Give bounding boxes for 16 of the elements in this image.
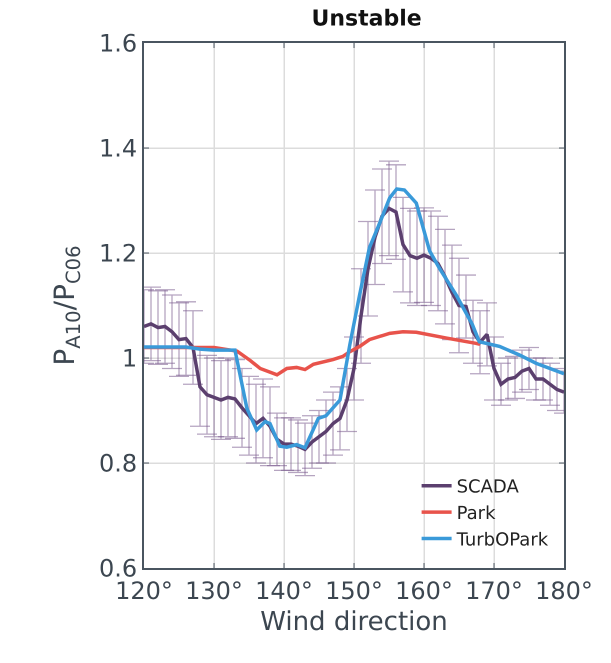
x-tick-label: 180° — [535, 576, 593, 605]
legend-label: SCADA — [456, 476, 520, 498]
y-tick-label: 1.4 — [99, 134, 138, 162]
legend-label: TurbOPark — [456, 530, 549, 551]
y-tick-label: 1.2 — [99, 239, 138, 268]
chart-title: Unstable — [312, 6, 422, 32]
x-tick-label: 170° — [465, 576, 523, 605]
y-tick-label: 1.6 — [99, 29, 138, 58]
x-tick-label: 130° — [185, 576, 243, 605]
y-tick-label: 0.8 — [99, 449, 138, 478]
x-tick-label: 150° — [325, 576, 383, 605]
x-tick-label: 160° — [395, 576, 453, 605]
y-tick-label: 1 — [122, 344, 138, 372]
x-axis-title: Wind direction — [260, 607, 448, 637]
legend-label: Park — [456, 503, 496, 524]
x-tick-label: 140° — [255, 576, 313, 605]
